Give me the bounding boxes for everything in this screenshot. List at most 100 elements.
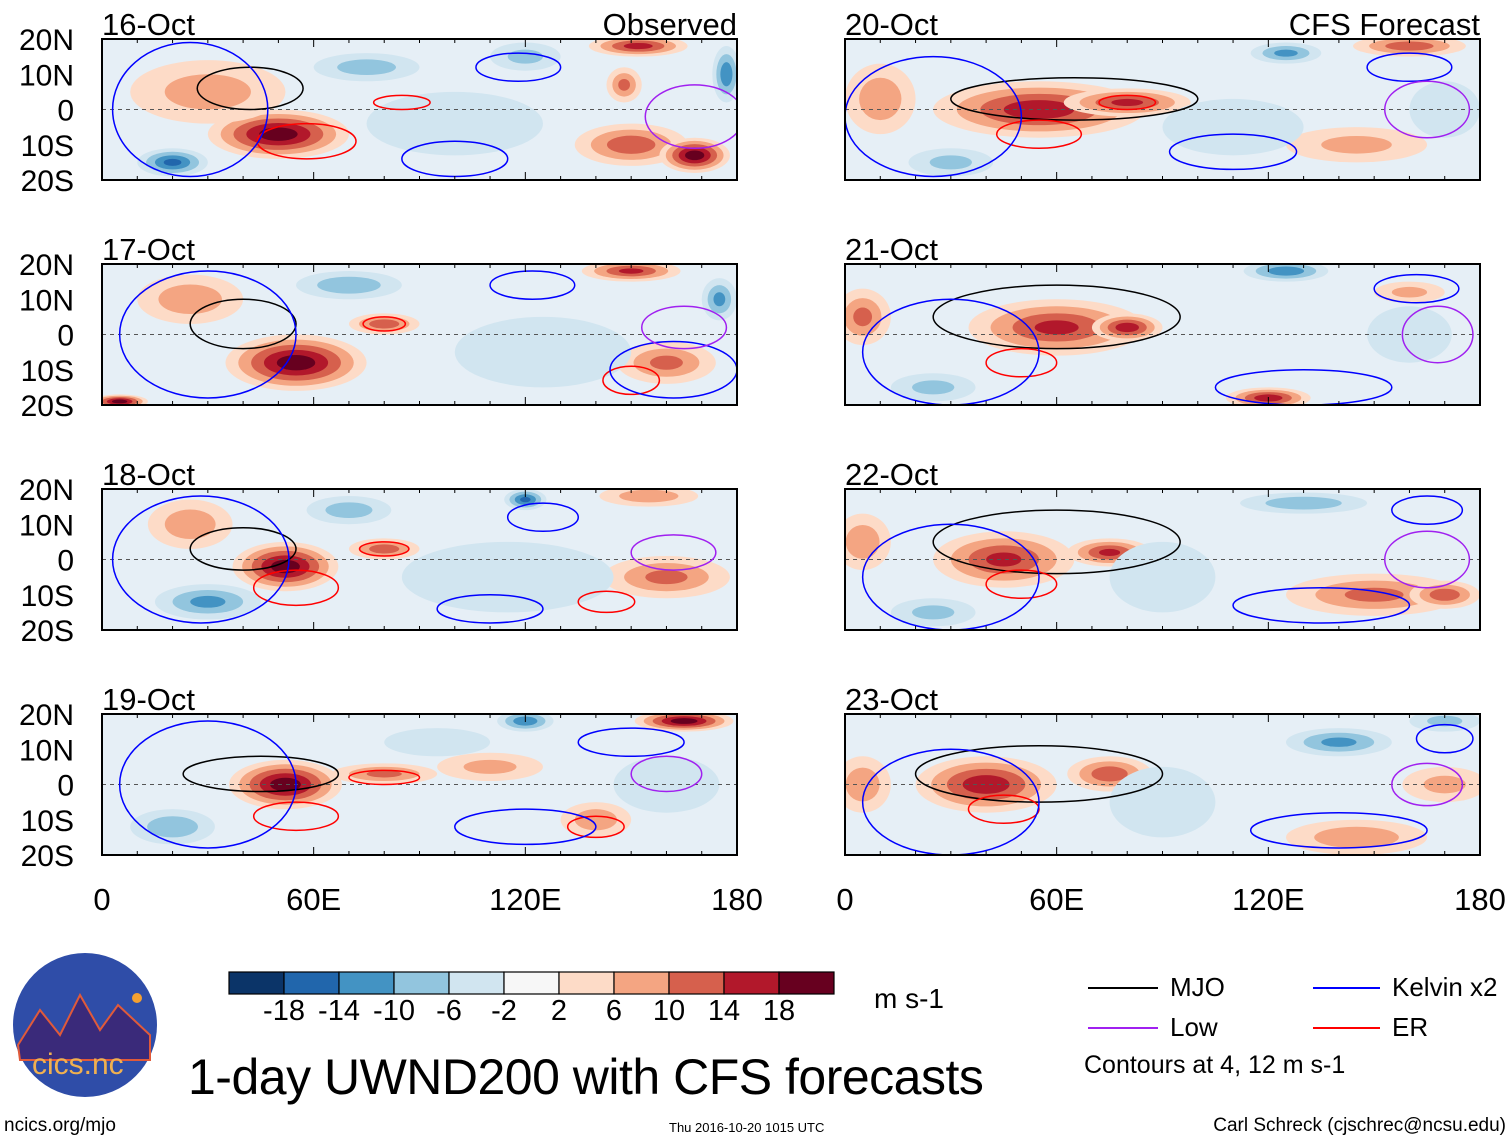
anomaly-blob — [713, 292, 726, 307]
anomaly-blob — [618, 268, 644, 274]
colorbar-tick-label: -10 — [373, 995, 415, 1027]
map-panel: 23-Oct 0 60E 120E 180 — [836, 682, 1505, 917]
anomaly-blob — [613, 756, 720, 813]
kelvin-contour — [475, 52, 562, 83]
kelvin-contour — [1232, 586, 1411, 624]
lat-tick-label: 10S — [21, 805, 74, 838]
site-link[interactable]: ncics.org/mjo — [4, 1115, 116, 1136]
legend-label-er: ER — [1392, 1012, 1429, 1042]
anomaly-blob — [1385, 41, 1434, 51]
er-contour — [995, 119, 1083, 150]
map-panel: 20-Oct CFS Forecast — [844, 7, 1481, 181]
kelvin-contour — [1214, 369, 1393, 405]
kelvin-contour — [845, 55, 1023, 178]
panel-date: 19-Oct — [102, 682, 195, 717]
low-contour — [641, 305, 728, 350]
anomaly-blob — [1429, 588, 1460, 601]
panel-date: 21-Oct — [845, 232, 938, 267]
panel-date: 20-Oct — [845, 7, 938, 42]
panel-date: 17-Oct — [102, 232, 195, 267]
anomaly-blob — [1344, 587, 1404, 602]
panel-date: 22-Oct — [845, 457, 938, 492]
kelvin-contour — [489, 270, 576, 300]
kelvin-contour — [111, 41, 269, 178]
lat-tick-label: 0 — [57, 320, 74, 353]
anomaly-blob — [606, 135, 656, 154]
author-credit: Carl Schreck (cjschrec@ncsu.edu) — [1213, 1115, 1506, 1136]
anomaly-blob — [1162, 98, 1304, 156]
er-contour — [348, 769, 421, 786]
anomaly-blob — [912, 380, 955, 395]
anomaly-blob — [1321, 135, 1392, 154]
anomaly-blob — [1427, 715, 1463, 727]
colorbar-tick-label: 2 — [550, 995, 568, 1027]
er-contour — [372, 94, 431, 111]
anomaly-blob — [337, 59, 396, 76]
anomaly-blob — [270, 777, 301, 792]
lat-tick-label: 20S — [21, 165, 74, 198]
er-contour — [967, 794, 1040, 825]
anomaly-blob — [685, 150, 705, 161]
er-contour — [1098, 94, 1157, 111]
kelvin-contour — [861, 748, 1040, 855]
kelvin-contour — [577, 727, 685, 758]
lat-tick-label: 0 — [57, 770, 74, 803]
legend-label-low: Low — [1170, 1012, 1218, 1042]
anomaly-blob — [859, 77, 902, 121]
lat-tick-label: 10S — [21, 580, 74, 613]
er-contour — [358, 541, 410, 557]
colorbar-swatch — [668, 971, 725, 995]
figure-title: 1-day UWND200 with CFS forecasts — [188, 1049, 984, 1105]
anomaly-blob — [163, 158, 182, 166]
column-title: CFS Forecast — [1289, 7, 1481, 42]
anomaly-blob — [454, 316, 632, 388]
lat-tick-label: 20N — [19, 474, 74, 507]
anomaly-blob — [645, 570, 688, 585]
lat-tick-label: 10N — [19, 734, 74, 767]
low-contour — [644, 84, 737, 150]
kelvin-contour — [1249, 811, 1428, 849]
anomaly-blob — [401, 541, 614, 613]
anomaly-blob — [366, 770, 402, 778]
kelvin-contour — [1373, 273, 1460, 304]
low-contour — [1401, 305, 1474, 364]
er-contour — [362, 316, 407, 332]
anomaly-blob — [1321, 737, 1357, 747]
lon-tick-label: 0 — [836, 882, 853, 917]
anomaly-blob — [1099, 548, 1121, 556]
er-contour — [256, 122, 357, 160]
legend-lines — [1088, 987, 1380, 1029]
colorbar-swatch — [503, 971, 560, 995]
lat-tick-label: 20S — [21, 390, 74, 423]
anomaly-blob — [986, 552, 1022, 567]
anomaly-blob — [623, 42, 653, 50]
kelvin-contour — [111, 495, 290, 624]
anomaly-blob — [962, 775, 1010, 794]
lat-tick-label: 10N — [19, 59, 74, 92]
low-contour — [1391, 762, 1464, 807]
legend-label-mjo: MJO — [1170, 972, 1225, 1002]
colorbar — [228, 971, 835, 995]
kelvin-contour — [118, 270, 297, 399]
anomaly-blob — [1109, 766, 1216, 838]
lon-tick-label: 60E — [1029, 882, 1084, 917]
anomaly-blob — [574, 809, 618, 831]
kelvin-contour — [436, 594, 544, 624]
anomaly-blob — [147, 816, 198, 838]
lon-tick-label: 0 — [93, 882, 110, 917]
mjo-contour — [932, 284, 1181, 350]
column-title: Observed — [603, 7, 737, 42]
er-contour — [985, 347, 1058, 378]
anomaly-blob — [1409, 81, 1480, 138]
map-panels: 16-Oct Observed20N10N010S20S17-Oct20N10N0… — [19, 7, 1506, 917]
kelvin-contour — [609, 340, 737, 399]
lat-tick-label: 20N — [19, 24, 74, 57]
anomaly-blob — [1314, 826, 1399, 848]
low-contour — [630, 755, 703, 793]
contour-note: Contours at 4, 12 m s-1 — [1084, 1051, 1346, 1079]
anomaly-blob — [720, 62, 733, 87]
